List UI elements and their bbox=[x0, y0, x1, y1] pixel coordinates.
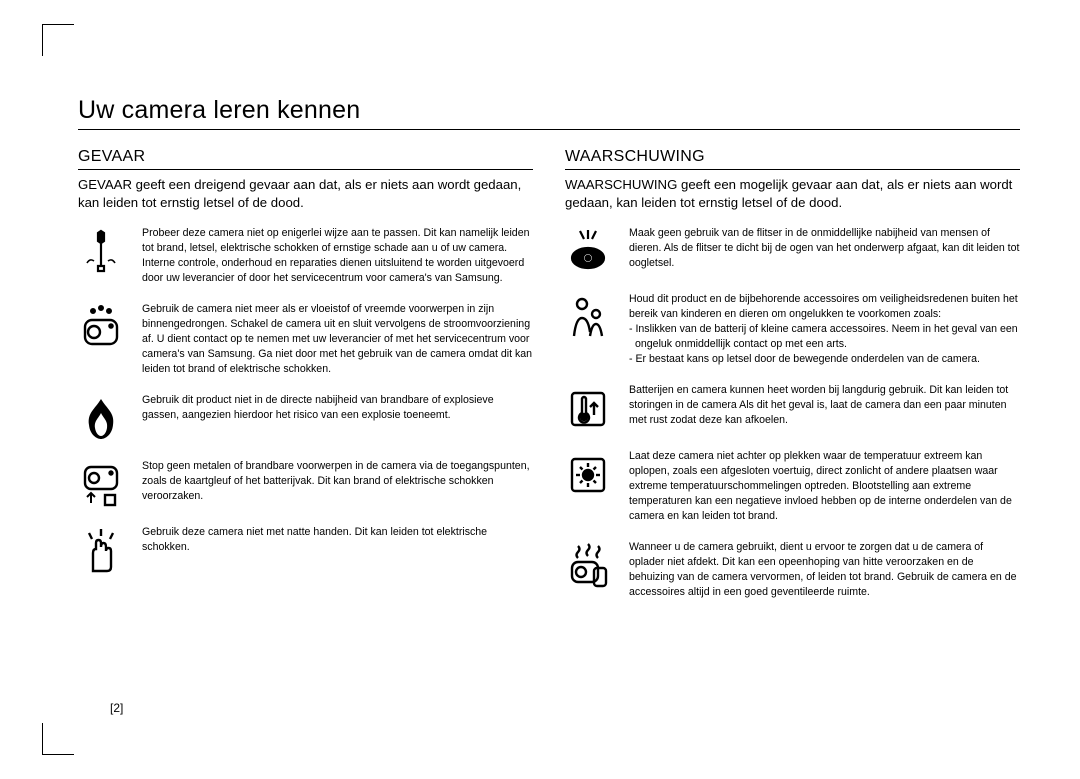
heading-gevaar: GEVAAR bbox=[78, 148, 533, 170]
warn-item: Gebruik deze camera niet met natte hande… bbox=[78, 525, 533, 575]
camera-insert-icon bbox=[78, 459, 124, 509]
column-waarschuwing: WAARSCHUWING WAARSCHUWING geeft een moge… bbox=[565, 148, 1020, 616]
warn-item: Gebruik dit product niet in de directe n… bbox=[78, 393, 533, 443]
sun-icon bbox=[565, 449, 611, 499]
warn-item: Batterijen en camera kunnen heet worden … bbox=[565, 383, 1020, 433]
children-icon bbox=[565, 292, 611, 342]
heat-camera-icon bbox=[565, 540, 611, 590]
page-title: Uw camera leren kennen bbox=[78, 96, 1020, 130]
crop-mark-bottom-left bbox=[42, 723, 74, 755]
warn-text: Probeer deze camera niet op enigerlei wi… bbox=[142, 226, 533, 286]
warn-item: Probeer deze camera niet op enigerlei wi… bbox=[78, 226, 533, 286]
heading-waarschuwing: WAARSCHUWING bbox=[565, 148, 1020, 170]
warn-item: Houd dit product en de bijbehorende acce… bbox=[565, 292, 1020, 367]
screwdriver-icon bbox=[78, 226, 124, 276]
thermometer-icon bbox=[565, 383, 611, 433]
flame-icon bbox=[78, 393, 124, 443]
wet-hand-icon bbox=[78, 525, 124, 575]
warn-text: Stop geen metalen of brandbare voorwerpe… bbox=[142, 459, 533, 504]
flash-eye-icon bbox=[565, 226, 611, 276]
crop-mark-top-left bbox=[42, 24, 74, 56]
camera-liquid-icon bbox=[78, 302, 124, 352]
warn-sub: - Er bestaat kans op letsel door de bewe… bbox=[629, 352, 1020, 367]
warn-item: Wanneer u de camera gebruikt, dient u er… bbox=[565, 540, 1020, 600]
intro-waarschuwing: WAARSCHUWING geeft een mogelijk gevaar a… bbox=[565, 176, 1020, 212]
warn-text: Gebruik deze camera niet met natte hande… bbox=[142, 525, 533, 555]
column-gevaar: GEVAAR GEVAAR geeft een dreigend gevaar … bbox=[78, 148, 533, 616]
warn-item: Laat deze camera niet achter op plekken … bbox=[565, 449, 1020, 524]
warn-text: Wanneer u de camera gebruikt, dient u er… bbox=[629, 540, 1020, 600]
content-columns: GEVAAR GEVAAR geeft een dreigend gevaar … bbox=[78, 148, 1020, 616]
warn-text: Maak geen gebruik van de flitser in de o… bbox=[629, 226, 1020, 271]
warn-text: Batterijen en camera kunnen heet worden … bbox=[629, 383, 1020, 428]
warn-text: Gebruik de camera niet meer als er vloei… bbox=[142, 302, 533, 377]
warn-text: Houd dit product en de bijbehorende acce… bbox=[629, 292, 1020, 367]
warn-item: Gebruik de camera niet meer als er vloei… bbox=[78, 302, 533, 377]
intro-gevaar: GEVAAR geeft een dreigend gevaar aan dat… bbox=[78, 176, 533, 212]
warn-text: Gebruik dit product niet in de directe n… bbox=[142, 393, 533, 423]
warn-item: Maak geen gebruik van de flitser in de o… bbox=[565, 226, 1020, 276]
warn-item: Stop geen metalen of brandbare voorwerpe… bbox=[78, 459, 533, 509]
warn-sub: - Inslikken van de batterij of kleine ca… bbox=[629, 322, 1020, 352]
warn-text-main: Houd dit product en de bijbehorende acce… bbox=[629, 293, 1018, 320]
page-number: [2] bbox=[110, 701, 123, 715]
warn-text: Laat deze camera niet achter op plekken … bbox=[629, 449, 1020, 524]
